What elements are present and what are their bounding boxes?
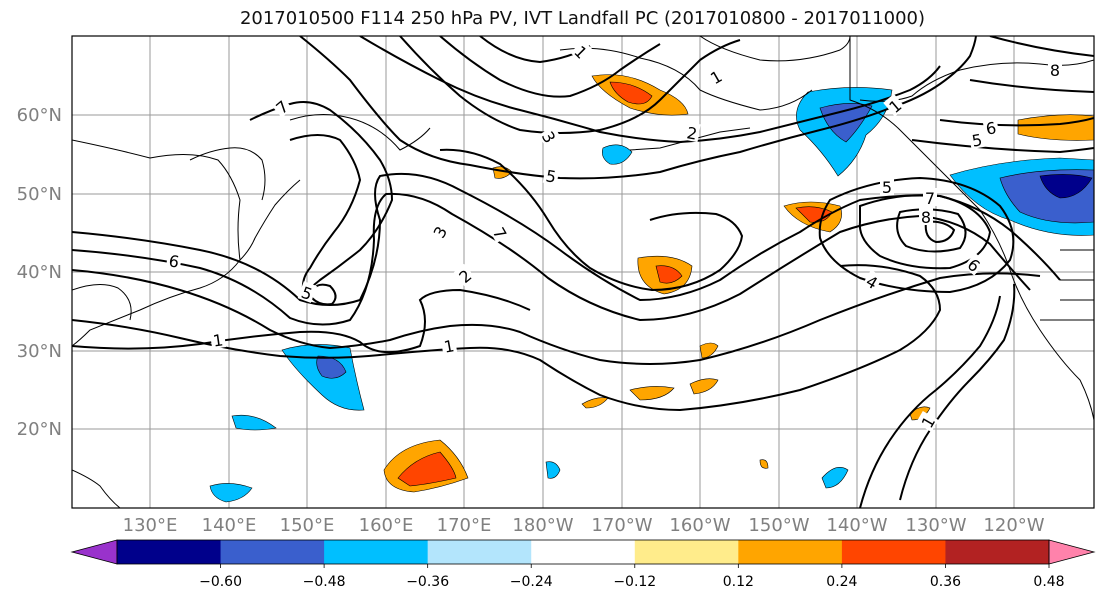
colorbar-segment: [841, 540, 946, 564]
lat-label: 30°N: [17, 341, 62, 362]
contour-label: 8: [1050, 61, 1060, 80]
colorbar-extend-high: [1048, 539, 1096, 565]
contour-label: 5: [544, 166, 557, 186]
colorbar-tick-label: −0.60: [199, 574, 242, 590]
lon-label: 170°W: [591, 515, 652, 536]
contour-label: 6: [167, 251, 180, 271]
map-title: 2017010500 F114 250 hPa PV, IVT Landfall…: [239, 8, 926, 29]
lat-label: 20°N: [17, 419, 62, 440]
colorbar-frame: [116, 539, 1050, 565]
colorbar-segment: [117, 540, 222, 564]
lon-label: 180°W: [512, 515, 573, 536]
colorbar: [70, 539, 1096, 565]
contour-label: 2: [685, 123, 698, 143]
lon-label: 130°W: [905, 515, 966, 536]
colorbar-segment: [220, 540, 325, 564]
colorbar-tick-label: −0.24: [510, 574, 553, 590]
colorbar-tick-label: 0.36: [930, 574, 961, 590]
colorbar-tick-label: −0.36: [406, 574, 449, 590]
lat-label: 40°N: [17, 262, 62, 283]
colorbar-segment: [427, 540, 532, 564]
lon-label: 130°E: [123, 515, 178, 536]
colorbar-tick-label: −0.12: [613, 574, 656, 590]
longitude-labels: 130°E 140°E 150°E 160°E 170°E 180°W 170°W 160°W…: [123, 515, 1045, 536]
colorbar-extend-low: [70, 539, 118, 565]
lon-label: 170°E: [437, 515, 492, 536]
colorbar-segment: [531, 540, 636, 564]
lon-label: 140°W: [826, 515, 887, 536]
pv-contours: [72, 36, 1094, 508]
contour-label: 1: [212, 330, 225, 350]
contour-label: 7: [925, 189, 935, 208]
contour-label: 5: [970, 130, 983, 150]
lon-label: 160°W: [669, 515, 730, 536]
colorbar-segment: [738, 540, 843, 564]
plot-frame: [71, 35, 1095, 509]
colorbar-segment: [634, 540, 739, 564]
colorbar-tick-labels: −0.60 −0.48 −0.36 −0.24 −0.12 0.12 0.24 0.36 0.4…: [199, 564, 1065, 590]
latitude-labels: 60°N 50°N 40°N 30°N 20°N: [17, 105, 62, 440]
lon-label: 120°W: [983, 515, 1044, 536]
lon-label: 140°E: [202, 515, 257, 536]
colorbar-tick-label: 0.48: [1033, 574, 1064, 590]
lat-label: 60°N: [17, 105, 62, 126]
lon-label: 150°E: [280, 515, 335, 536]
lon-label: 160°E: [359, 515, 414, 536]
lon-label: 150°W: [748, 515, 809, 536]
contour-label: 8: [921, 208, 931, 227]
colorbar-tick-label: 0.12: [723, 574, 754, 590]
lat-label: 50°N: [17, 184, 62, 205]
contour-label: 5: [882, 178, 892, 197]
contour-label: 1: [442, 336, 455, 356]
contour-label: 6: [984, 118, 997, 138]
colorbar-tick-label: −0.48: [303, 574, 346, 590]
colorbar-segment: [324, 540, 429, 564]
colorbar-segment: [945, 540, 1050, 564]
colorbar-tick-label: 0.24: [826, 574, 857, 590]
